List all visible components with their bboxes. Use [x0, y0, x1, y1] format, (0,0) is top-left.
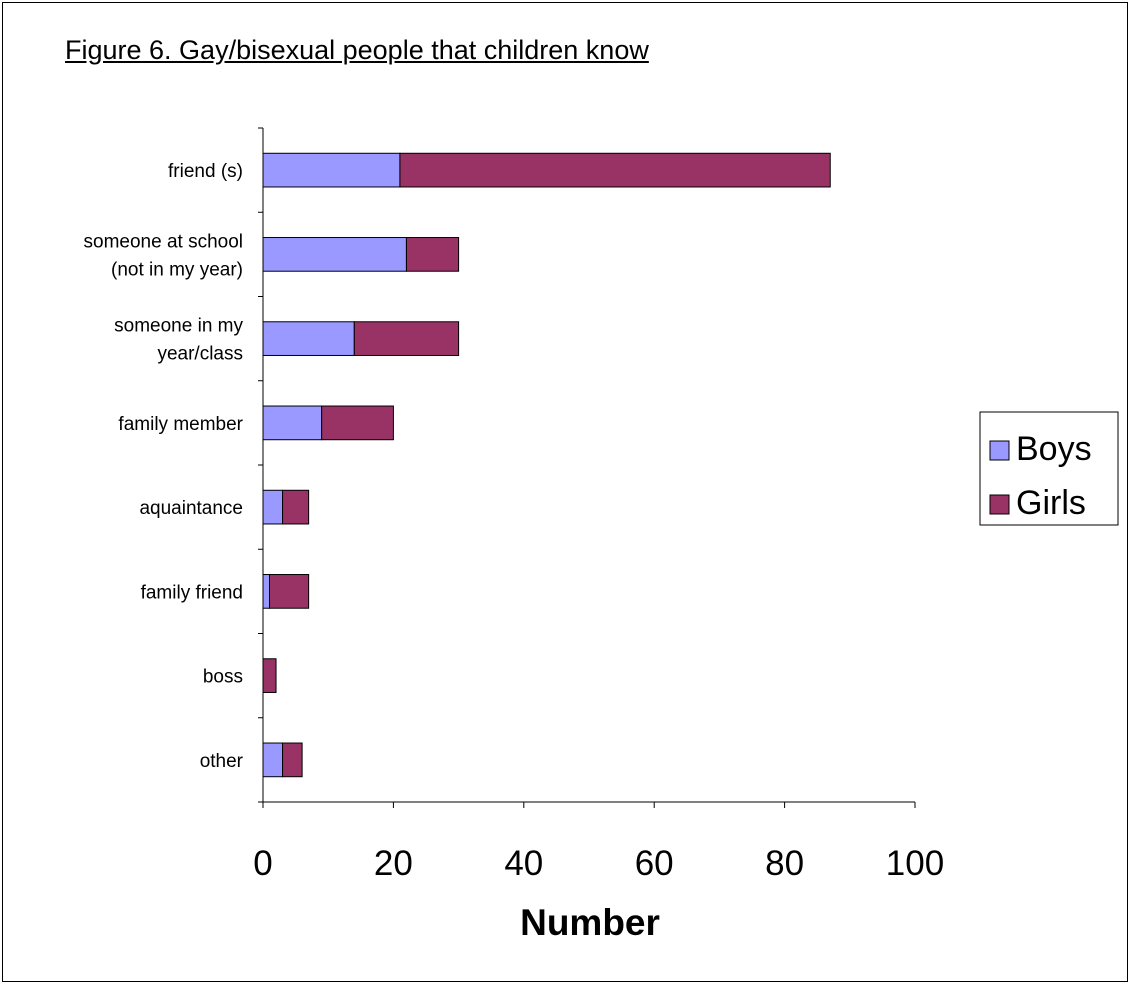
category-label: other	[200, 751, 244, 772]
category-label: family member	[118, 414, 243, 435]
category-label: someone in my	[114, 316, 243, 337]
bar-girls-6	[262, 658, 277, 693]
bar-boys-0	[262, 152, 401, 188]
chart-title: Figure 6. Gay/bisexual people that child…	[65, 35, 649, 65]
bar-girls-1	[405, 237, 460, 272]
x-tick-label: 60	[635, 844, 674, 883]
bar-boys-4	[262, 489, 284, 525]
category-label: someone at school	[84, 231, 244, 252]
bar-girls-7	[282, 742, 303, 778]
category-label: family friend	[141, 582, 243, 603]
category-label: (not in my year)	[111, 259, 243, 280]
legend-swatch-girls	[989, 494, 1010, 515]
bar-boys-5	[262, 574, 271, 609]
category-label: aquaintance	[139, 498, 243, 519]
x-tick-label: 40	[504, 844, 543, 883]
legend-label-boys: Boys	[1016, 430, 1092, 468]
bar-girls-2	[353, 321, 460, 356]
tick-labels: 0 20 40 60 80 100	[253, 844, 944, 883]
bar-boys-2	[262, 321, 355, 356]
x-tick-label: 100	[886, 844, 944, 883]
bar-boys-1	[262, 237, 407, 272]
category-label: friend (s)	[168, 161, 243, 182]
category-label: boss	[203, 667, 243, 688]
bar-girls-5	[269, 574, 310, 609]
bar-boys-7	[262, 742, 284, 778]
x-tick-label: 0	[253, 844, 272, 883]
bar-boys-3	[262, 405, 323, 441]
legend: Boys Girls	[979, 411, 1119, 526]
bars	[262, 152, 831, 778]
bar-girls-4	[282, 489, 310, 525]
category-label: year/class	[157, 344, 243, 365]
legend-swatch-boys	[989, 440, 1010, 461]
axes	[258, 127, 916, 808]
bar-girls-0	[399, 152, 831, 188]
chart-svg: friend (s) someone at school (not in my ye…	[84, 127, 1119, 943]
x-axis-title: Number	[520, 902, 660, 943]
x-tick-label: 80	[765, 844, 804, 883]
category-labels: friend (s) someone at school (not in my ye…	[84, 161, 244, 772]
bar-girls-3	[321, 405, 394, 441]
x-tick-label: 20	[374, 844, 413, 883]
legend-label-girls: Girls	[1016, 484, 1086, 522]
